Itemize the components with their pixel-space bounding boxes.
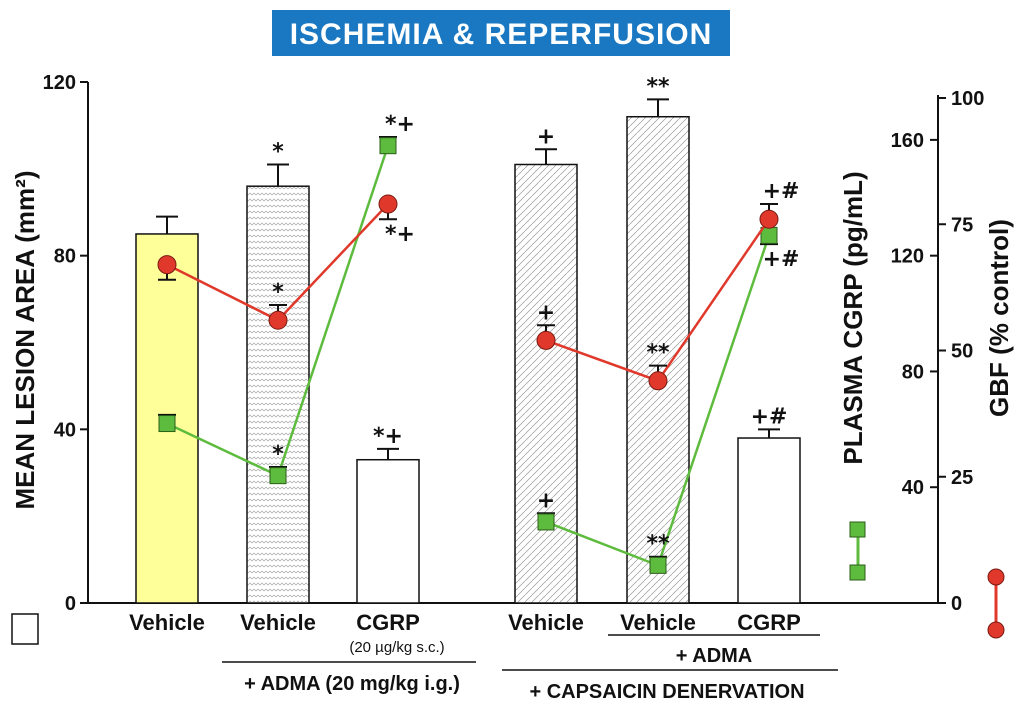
bar-sig-label: ** xyxy=(646,74,670,99)
cgrp-tick-label: 120 xyxy=(891,246,924,268)
data-point xyxy=(760,226,778,244)
legend-bar-swatch xyxy=(11,613,39,645)
legend xyxy=(11,521,1005,645)
right-axis-title-cgrp: PLASMA CGRP (pg/mL) xyxy=(838,171,868,464)
point-sig-label: * xyxy=(272,442,284,467)
left-tick-label: 80 xyxy=(54,246,76,268)
data-point xyxy=(648,371,668,391)
data-point xyxy=(649,556,667,574)
legend-cgrp-marker-top xyxy=(849,521,866,538)
point-sig-label: * xyxy=(272,280,284,305)
cgrp-tick-label: 80 xyxy=(902,361,924,383)
left-tick-label: 120 xyxy=(43,72,76,94)
left-axis-title: MEAN LESION AREA (mm²) xyxy=(10,171,40,510)
point-sig-label: +# xyxy=(763,247,800,272)
group-label-capsaicin: + CAPSAICIN DENERVATION xyxy=(529,681,804,703)
bar xyxy=(626,115,690,604)
bar xyxy=(514,163,578,604)
legend-gbf-symbol xyxy=(987,568,1005,639)
point-sig-label: + xyxy=(537,300,555,325)
legend-gbf-marker-bottom xyxy=(987,621,1005,639)
data-point xyxy=(157,255,177,275)
plot-area: 0 40 80 120 40 80 120 160 0 25 50 75 100 Vehicle * Vehi… xyxy=(43,72,985,635)
data-point xyxy=(378,194,398,214)
data-point xyxy=(536,330,556,350)
legend-gbf-marker-top xyxy=(987,568,1005,586)
category-label: Vehicle xyxy=(508,610,584,635)
legend-cgrp-symbol xyxy=(849,521,866,581)
bar-sig-label: +# xyxy=(751,404,788,429)
category-label: Vehicle xyxy=(620,610,696,635)
bar-sig-label: + xyxy=(537,124,555,149)
chart-title: ISCHEMIA & REPERFUSION xyxy=(290,18,713,51)
data-point xyxy=(269,467,287,485)
category-sublabel-cgrp-dose: (20 µg/kg s.c.) xyxy=(349,639,444,656)
data-point xyxy=(537,513,555,531)
category-label: CGRP xyxy=(737,610,801,635)
gbf-tick-label: 50 xyxy=(951,341,973,363)
cgrp-tick-label: 40 xyxy=(902,477,924,499)
group-label-adma: + ADMA xyxy=(676,645,752,667)
gbf-tick-label: 100 xyxy=(951,88,984,110)
point-sig-label: *+ xyxy=(385,112,415,137)
group-label-adma-dose: + ADMA (20 mg/kg i.g.) xyxy=(244,673,460,695)
bar xyxy=(737,437,801,604)
gbf-tick-label: 0 xyxy=(951,593,962,615)
right-axis-title-gbf: GBF (% control) xyxy=(984,219,1014,417)
data-point xyxy=(268,310,288,330)
category-label: Vehicle xyxy=(129,610,205,635)
bar-sig-label: *+ xyxy=(373,424,403,449)
point-sig-label: ** xyxy=(646,532,670,557)
bar xyxy=(246,185,310,604)
gbf-tick-label: 75 xyxy=(951,214,973,236)
point-sig-label: ** xyxy=(646,341,670,366)
group-labels: (20 µg/kg s.c.) + ADMA (20 mg/kg i.g.) +… xyxy=(222,634,838,703)
category-label: CGRP xyxy=(356,610,420,635)
cgrp-tick-label: 160 xyxy=(891,130,924,152)
legend-cgrp-marker-bottom xyxy=(849,564,866,581)
left-tick-label: 0 xyxy=(65,593,76,615)
data-point xyxy=(158,415,176,433)
bar xyxy=(356,458,420,604)
bar-sig-label: * xyxy=(272,139,284,164)
left-tick-label: 40 xyxy=(54,419,76,441)
data-point xyxy=(379,137,397,155)
title-box: ISCHEMIA & REPERFUSION xyxy=(272,10,730,56)
point-sig-label: + xyxy=(537,488,555,513)
point-sig-label: *+ xyxy=(385,222,415,247)
category-label: Vehicle xyxy=(240,610,316,635)
data-point xyxy=(759,209,779,229)
point-sig-label: +# xyxy=(763,179,800,204)
gbf-tick-label: 25 xyxy=(951,467,973,489)
